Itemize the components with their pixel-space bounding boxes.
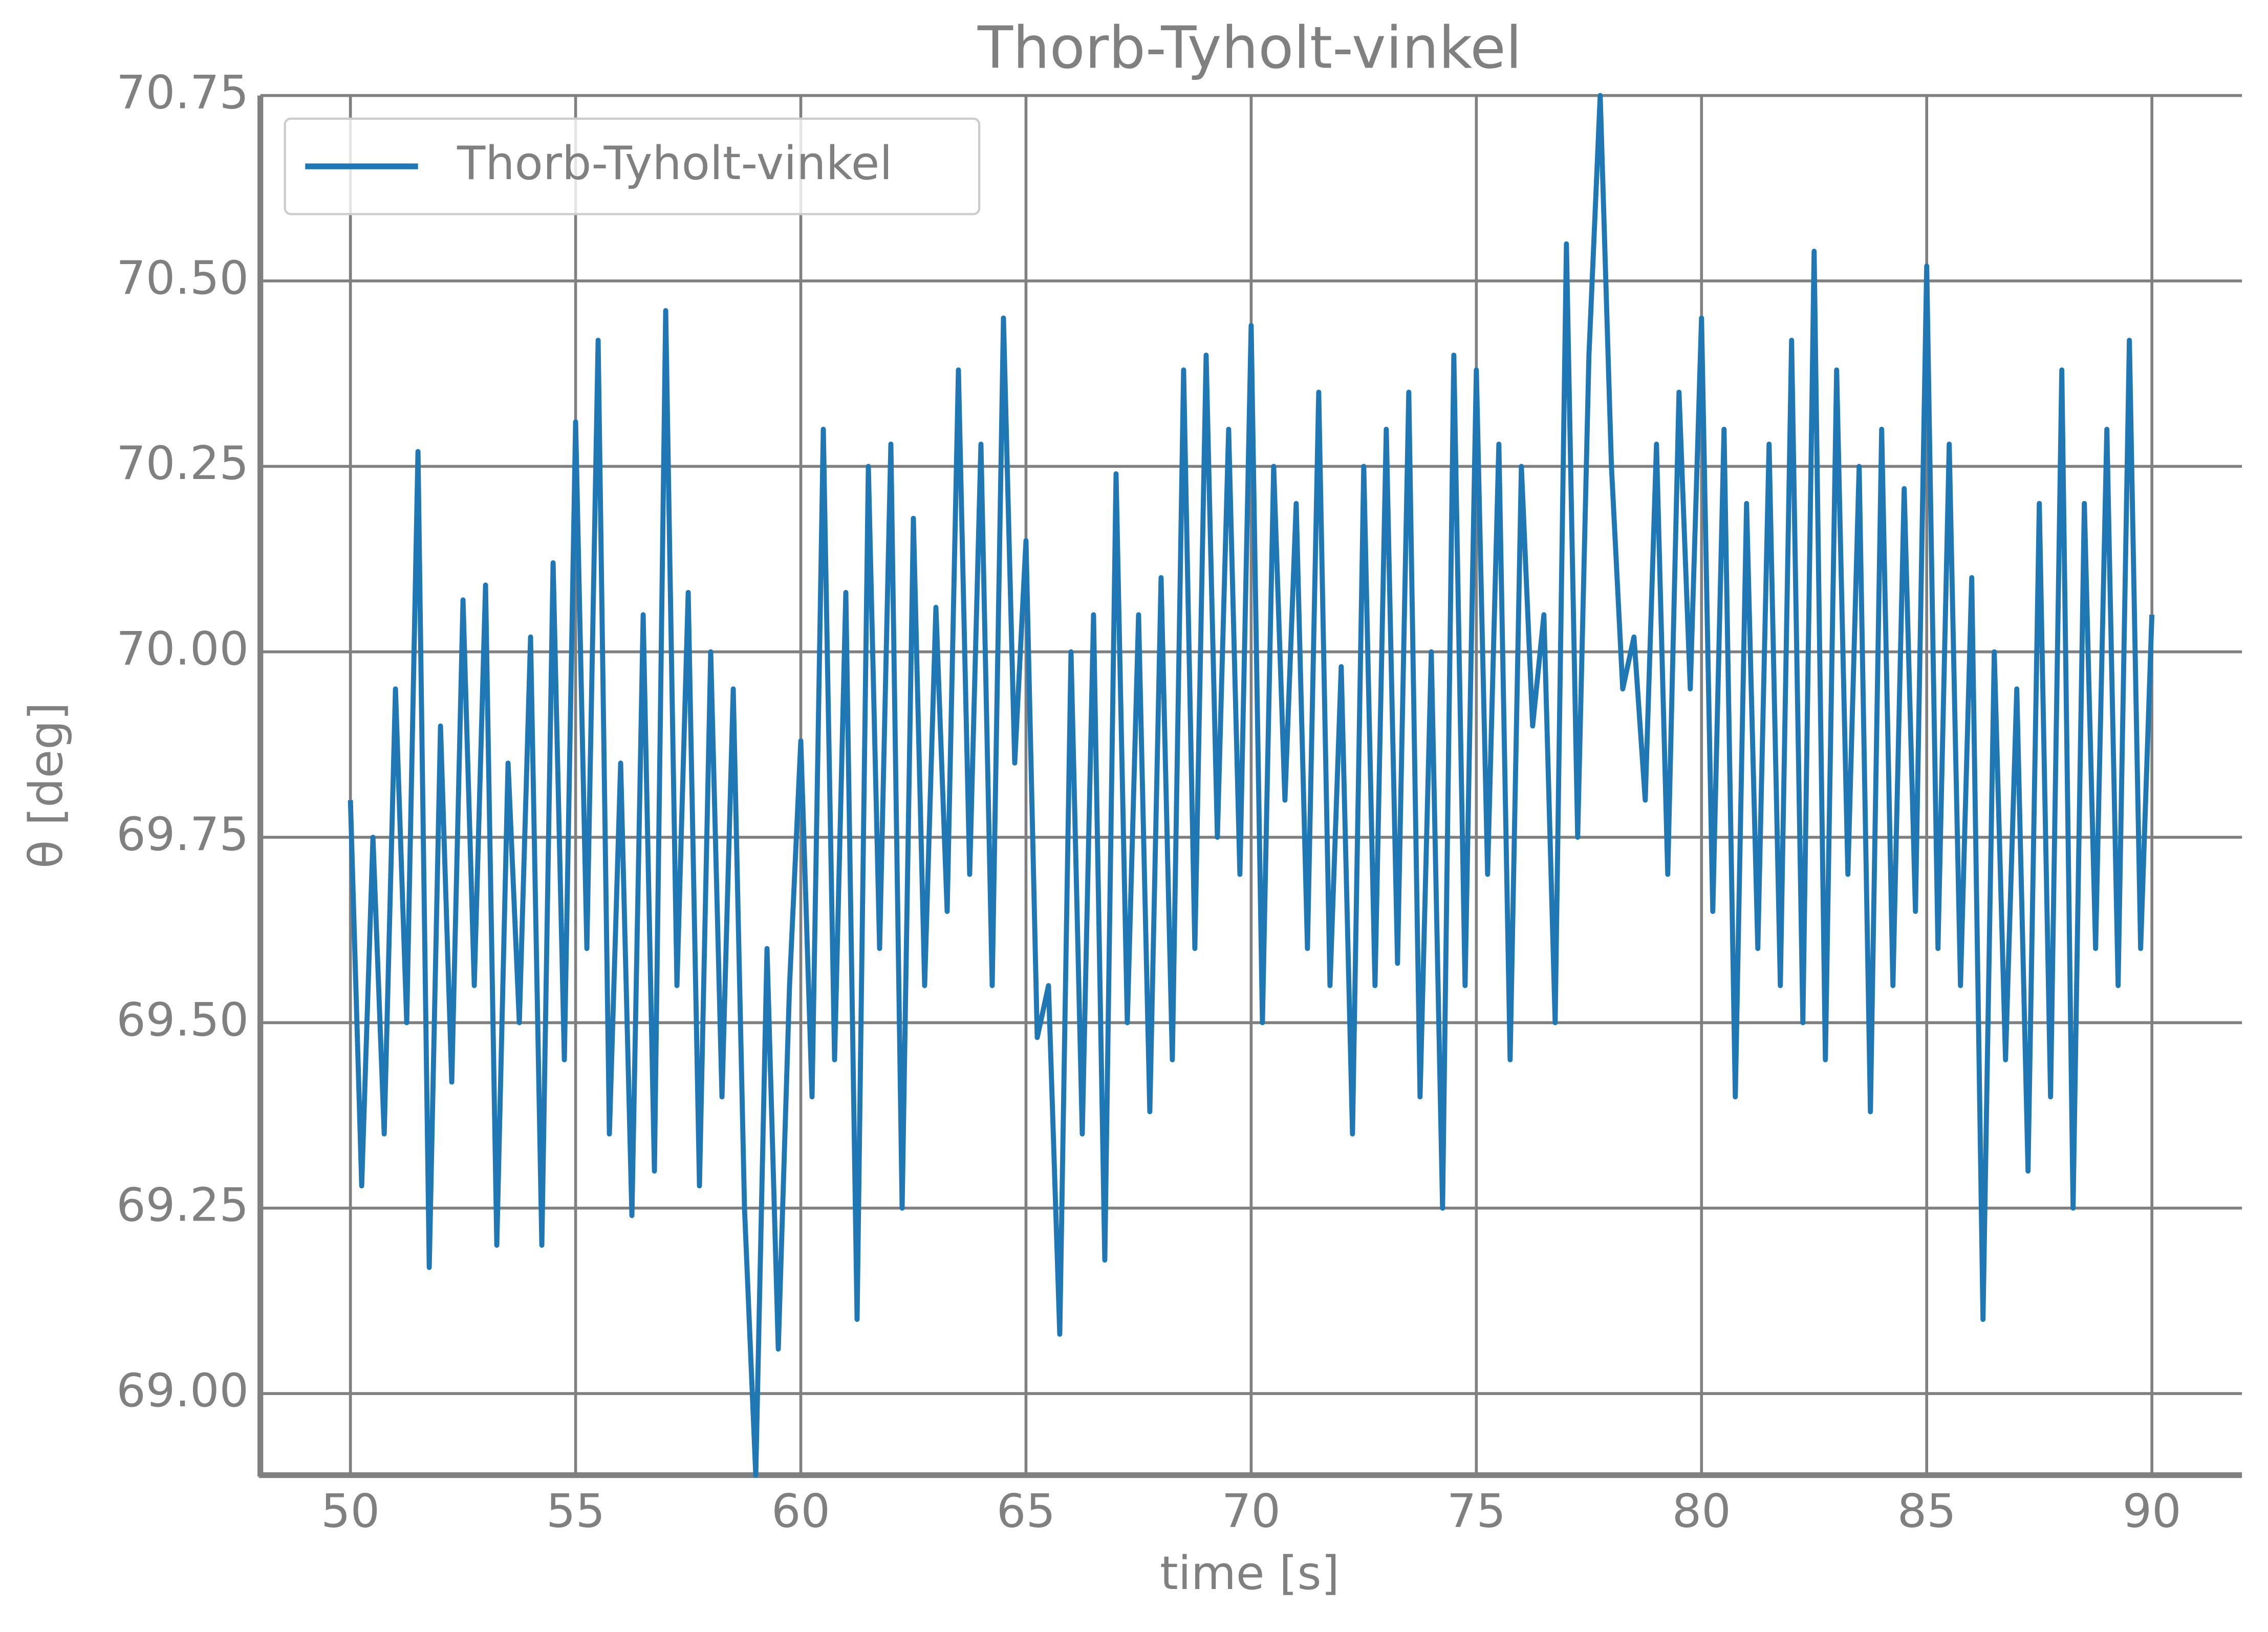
y-tick-label: 69.25: [116, 1179, 249, 1232]
y-tick-label: 70.00: [116, 622, 249, 676]
x-tick-label: 85: [1897, 1485, 1956, 1538]
data-line: [348, 93, 2155, 1478]
y-tick-label: 69.00: [116, 1364, 249, 1418]
x-tick-label: 65: [997, 1485, 1055, 1538]
legend-label: Thorb-Tyholt-vinkel: [457, 137, 893, 190]
chart-title: Thorb-Tyholt-vinkel: [977, 14, 1522, 82]
x-tick-label: 90: [2123, 1485, 2181, 1538]
legend-box: [284, 117, 981, 215]
y-axis-label: θ [deg]: [19, 702, 73, 868]
x-axis-label: time [s]: [1160, 1547, 1340, 1600]
x-tick-label: 60: [771, 1485, 830, 1538]
y-tick-label: 70.50: [116, 251, 249, 305]
y-tick-label: 70.25: [116, 437, 249, 490]
x-tick-label: 80: [1672, 1485, 1731, 1538]
x-tick-label: 55: [546, 1485, 605, 1538]
y-tick-label: 70.75: [116, 66, 249, 120]
y-tick-label: 69.75: [116, 808, 249, 861]
y-tick-label: 69.50: [116, 993, 249, 1047]
x-tick-label: 70: [1222, 1485, 1281, 1538]
x-tick-label: 50: [321, 1485, 380, 1538]
x-tick-label: 75: [1447, 1485, 1506, 1538]
